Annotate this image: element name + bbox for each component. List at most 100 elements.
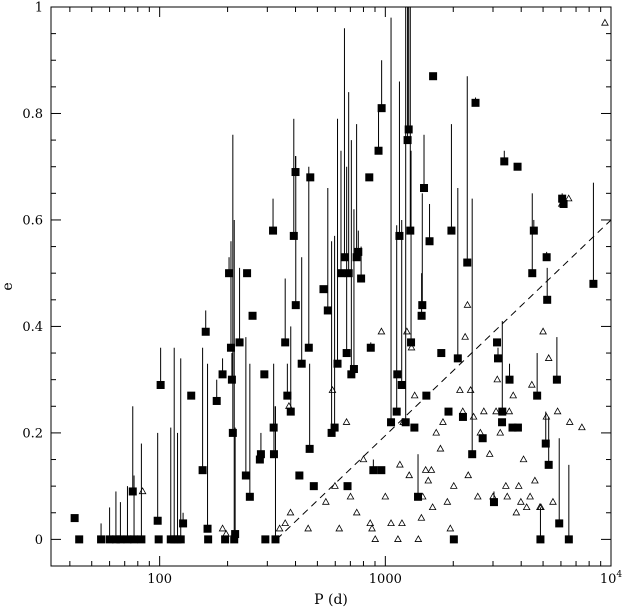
y-tick-label: 1 — [35, 1, 43, 16]
square-point — [221, 535, 230, 544]
square-point — [406, 226, 415, 235]
triangle-point — [512, 508, 521, 516]
square-point — [105, 535, 114, 544]
triangle-point — [432, 428, 441, 436]
triangle-point — [519, 455, 528, 463]
triangle-point — [410, 391, 419, 399]
triangle-point — [359, 455, 368, 463]
square-point — [555, 519, 564, 528]
square-point — [128, 487, 137, 496]
square-point — [231, 530, 240, 539]
triangle-point — [549, 497, 557, 505]
triangle-point — [473, 492, 482, 500]
triangle-point — [342, 417, 351, 425]
square-point — [130, 535, 139, 544]
triangle-point — [522, 503, 531, 511]
square-point — [305, 444, 314, 453]
triangle-point — [399, 417, 408, 425]
square-point — [529, 226, 538, 235]
square-point — [407, 338, 416, 347]
triangle-point — [427, 465, 436, 473]
triangle-point — [461, 332, 470, 340]
triangle-point — [527, 380, 536, 388]
triangle-point — [496, 428, 505, 436]
y-axis-title: e — [0, 282, 16, 290]
square-point — [230, 535, 239, 544]
triangle-point — [304, 524, 313, 532]
triangle-point — [514, 481, 523, 489]
triangle-point — [335, 524, 344, 532]
triangle-point — [394, 535, 402, 542]
triangle-point — [352, 508, 361, 516]
triangle-point — [557, 199, 566, 207]
triangle-point — [544, 354, 553, 361]
y-tick-label: 0.8 — [22, 107, 43, 122]
square-point — [508, 423, 517, 432]
square-point — [330, 423, 339, 432]
square-point — [366, 343, 375, 352]
triangle-point — [489, 492, 497, 500]
triangle-point — [578, 423, 586, 431]
triangle-point — [493, 375, 502, 383]
square-point — [309, 482, 318, 491]
square-point — [327, 428, 336, 437]
triangle-point — [601, 18, 609, 26]
square-point — [333, 359, 342, 368]
square-point — [453, 354, 462, 363]
square-point — [544, 460, 553, 469]
triangle-point — [526, 492, 534, 500]
square-point — [564, 535, 573, 544]
square-point — [283, 391, 292, 400]
square-point — [357, 274, 366, 283]
triangle-point — [531, 476, 539, 484]
square-point — [369, 466, 378, 475]
triangle-point — [218, 524, 227, 532]
square-point — [541, 439, 550, 448]
reference-line-layer — [276, 219, 612, 540]
square-point — [260, 370, 269, 379]
triangle-point — [509, 391, 518, 399]
triangle-point — [505, 407, 514, 415]
square-point — [187, 391, 196, 400]
square-point — [201, 327, 210, 336]
y-tick-label: 0 — [35, 533, 43, 548]
square-point — [291, 301, 300, 310]
square-point — [468, 450, 477, 459]
triangle-point — [414, 535, 423, 542]
square-point — [289, 231, 298, 240]
triangle-point — [281, 519, 290, 527]
square-point — [70, 514, 79, 523]
square-point — [323, 306, 332, 315]
square-point — [397, 380, 406, 389]
triangle-point — [501, 481, 510, 489]
square-point — [153, 516, 162, 525]
reference-dashed-line — [276, 219, 612, 540]
triangle-point — [138, 487, 147, 495]
square-point — [463, 258, 472, 267]
square-point — [235, 338, 244, 347]
tick-labels: 100 1000 104 0 0.2 0.4 0.6 0.8 1 — [22, 1, 622, 588]
square-point — [123, 535, 132, 544]
triangle-point — [516, 497, 525, 505]
square-point — [395, 231, 404, 240]
triangle-point — [403, 327, 411, 335]
square-point — [306, 173, 315, 182]
triangle-point — [449, 481, 458, 489]
square-point — [295, 471, 304, 480]
x-tick-label: 104 — [600, 570, 623, 587]
square-point — [212, 396, 221, 405]
triangle-point — [395, 460, 404, 468]
square-point — [111, 535, 120, 544]
square-point — [533, 391, 542, 400]
triangle-point — [564, 194, 573, 202]
triangle-point — [542, 412, 551, 420]
triangle-point — [428, 503, 437, 511]
square-point — [354, 247, 363, 256]
square-point — [417, 311, 426, 320]
square-point — [410, 423, 419, 432]
x-tick-label: 1000 — [369, 572, 402, 587]
square-point — [542, 253, 551, 262]
square-point — [204, 535, 213, 544]
square-point — [528, 269, 537, 278]
square-point — [404, 125, 413, 134]
